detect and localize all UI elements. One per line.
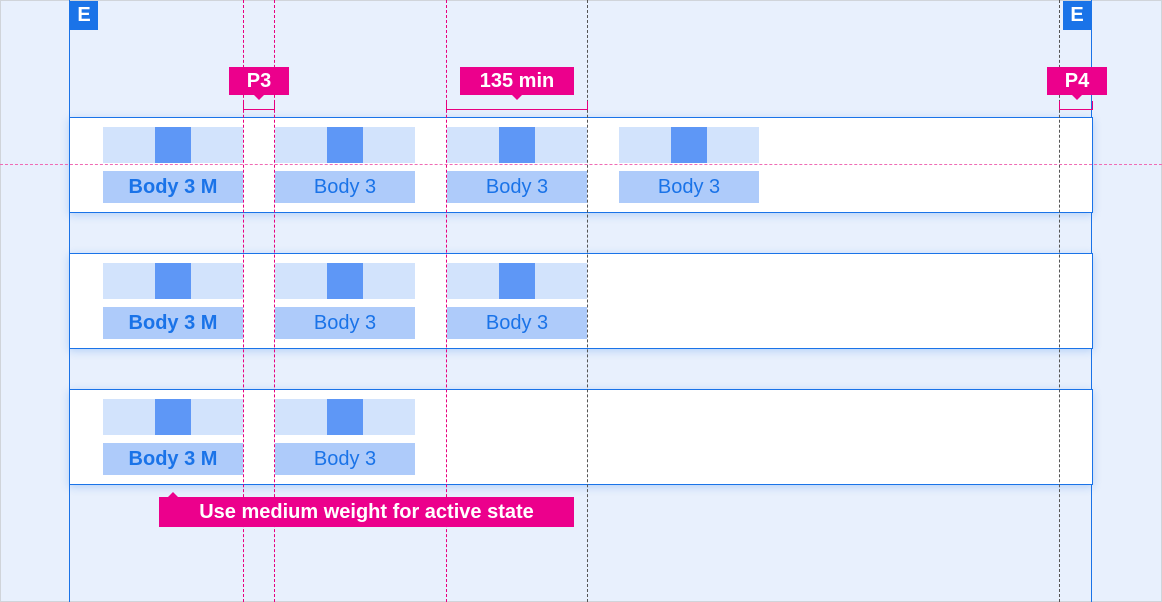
item-label: Body 3: [275, 171, 415, 203]
item-label: Body 3 M: [103, 443, 243, 475]
item-icon-area: [619, 127, 759, 163]
guide-line: [243, 0, 244, 602]
nav-item[interactable]: Body 3: [619, 127, 759, 203]
padding-bracket-right: [1059, 101, 1093, 110]
nav-item[interactable]: Body 3: [447, 127, 587, 203]
item-label: Body 3: [275, 443, 415, 475]
placeholder-icon: [155, 263, 191, 299]
item-icon-area: [275, 399, 415, 435]
placeholder-icon: [327, 263, 363, 299]
min-width-label: 135 min: [460, 67, 574, 100]
item-label: Body 3: [275, 307, 415, 339]
item-icon-area: [103, 127, 243, 163]
item-label: Body 3 M: [103, 171, 243, 203]
edge-badge-left: E: [70, 1, 98, 30]
placeholder-icon: [155, 127, 191, 163]
placeholder-icon: [499, 127, 535, 163]
guide-line: [274, 0, 275, 602]
item-label: Body 3 M: [103, 307, 243, 339]
item-label: Body 3: [619, 171, 759, 203]
nav-item[interactable]: Body 3: [275, 399, 415, 475]
nav-item[interactable]: Body 3: [447, 263, 587, 339]
active-state-note: Use medium weight for active state: [159, 492, 574, 527]
padding-bracket-left: [243, 101, 275, 110]
padding-label-p3: P3: [229, 67, 289, 100]
guide-line: [446, 0, 447, 602]
nav-item[interactable]: Body 3: [275, 127, 415, 203]
edge-badge-right: E: [1063, 1, 1091, 30]
placeholder-icon: [671, 127, 707, 163]
nav-item[interactable]: Body 3 M: [103, 399, 243, 475]
item-icon-area: [447, 127, 587, 163]
placeholder-icon: [499, 263, 535, 299]
nav-item[interactable]: Body 3 M: [103, 127, 243, 203]
item-icon-area: [103, 263, 243, 299]
placeholder-icon: [155, 399, 191, 435]
baseline-guide: [0, 164, 1162, 165]
guide-line: [1059, 0, 1060, 602]
min-width-bracket: [446, 101, 588, 110]
nav-item[interactable]: Body 3: [275, 263, 415, 339]
item-label: Body 3: [447, 307, 587, 339]
placeholder-icon: [327, 399, 363, 435]
item-icon-area: [103, 399, 243, 435]
guide-line: [587, 0, 588, 602]
item-label: Body 3: [447, 171, 587, 203]
nav-item[interactable]: Body 3 M: [103, 263, 243, 339]
padding-label-p4: P4: [1047, 67, 1107, 100]
item-icon-area: [275, 127, 415, 163]
item-icon-area: [447, 263, 587, 299]
item-icon-area: [275, 263, 415, 299]
placeholder-icon: [327, 127, 363, 163]
